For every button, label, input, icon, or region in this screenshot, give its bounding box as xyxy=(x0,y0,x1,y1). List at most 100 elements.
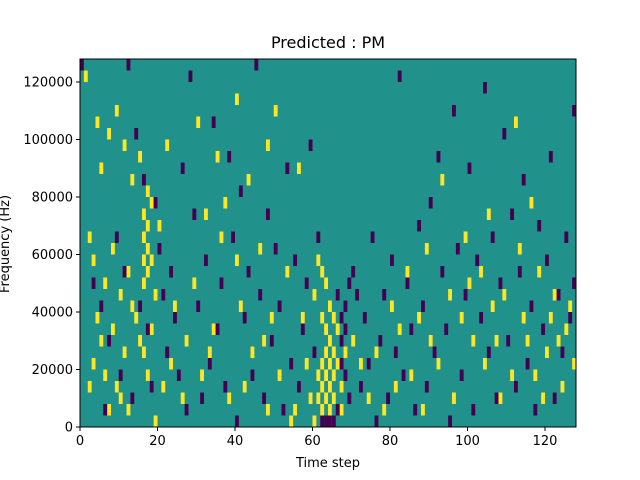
heatmap-cell-low xyxy=(107,335,112,347)
heatmap-cell-low xyxy=(517,266,522,278)
heatmap-cell-low xyxy=(176,369,181,381)
heatmap-cell-low xyxy=(331,415,336,427)
heatmap-cell-high xyxy=(107,404,112,416)
heatmap-cell-high xyxy=(273,105,278,117)
heatmap-cell-high xyxy=(180,392,185,404)
heatmap-cell-low xyxy=(452,105,456,117)
x-tick-label: 80 xyxy=(382,434,399,449)
heatmap-cell-high xyxy=(107,128,112,140)
heatmap-cell-high xyxy=(285,266,290,278)
heatmap-cell-low xyxy=(486,346,491,358)
heatmap-cell-high xyxy=(320,266,325,278)
heatmap-cell-low xyxy=(316,231,321,243)
heatmap-cell-low xyxy=(421,300,425,312)
heatmap-cell-low xyxy=(428,197,433,209)
heatmap-cell-high xyxy=(223,197,228,209)
heatmap-cell-high xyxy=(145,185,150,197)
y-axis: 0 20000 40000 60000 80000 100000 120000 xyxy=(23,76,80,436)
heatmap-cell-low xyxy=(444,323,449,335)
heatmap-cell-high xyxy=(238,300,243,312)
heatmap-cell-high xyxy=(328,300,332,312)
y-tick-label: 60000 xyxy=(32,248,73,263)
heatmap-cell-high xyxy=(552,289,557,301)
heatmap-cell-low xyxy=(417,220,422,232)
heatmap-cell-high xyxy=(165,139,170,151)
heatmap-cell-low xyxy=(339,335,344,347)
heatmap-cell-high xyxy=(382,404,387,416)
heatmap-cell-low xyxy=(169,266,174,278)
heatmap-cell-low xyxy=(390,254,394,266)
heatmap-cell-low xyxy=(459,369,464,381)
heatmap-cell-low xyxy=(424,381,429,393)
heatmap-cell-high xyxy=(421,404,425,416)
heatmap-cell-high xyxy=(126,404,131,416)
high-cells xyxy=(83,70,577,427)
heatmap-cell-high xyxy=(328,335,332,347)
heatmap-cell-high xyxy=(335,358,340,370)
chart-title: Predicted : PM xyxy=(271,33,385,52)
heatmap-cell-high xyxy=(142,231,146,243)
heatmap-cell-low xyxy=(204,254,208,266)
heatmap-cell-low xyxy=(502,128,507,140)
heatmap-cell-low xyxy=(494,392,499,404)
heatmap-cell-low xyxy=(347,277,352,289)
heatmap-cell-high xyxy=(359,358,363,370)
heatmap-cell-high xyxy=(320,381,325,393)
heatmap-cell-low xyxy=(312,346,317,358)
heatmap-cell-high xyxy=(145,266,150,278)
heatmap-cell-high xyxy=(149,254,154,266)
heatmap-cell-low xyxy=(572,105,577,117)
heatmap-cell-high xyxy=(537,266,542,278)
heatmap-cell-high xyxy=(130,174,135,186)
heatmap-cell-high xyxy=(521,312,526,324)
heatmap-cell-low xyxy=(436,151,441,163)
heatmap-cell-high xyxy=(312,415,317,427)
heatmap-cell-high xyxy=(227,392,232,404)
heatmap-cell-high xyxy=(502,289,507,301)
heatmap-cell-high xyxy=(114,105,119,117)
heatmap-cell-low xyxy=(134,128,139,140)
heatmap-cell-high xyxy=(486,208,491,220)
heatmap-cell-low xyxy=(215,323,220,335)
heatmap-cell-high xyxy=(440,174,445,186)
heatmap-cell-low xyxy=(300,323,305,335)
heatmap-cell-low xyxy=(382,289,387,301)
heatmap-cell-low xyxy=(304,277,309,289)
heatmap-cell-low xyxy=(541,323,546,335)
heatmap-cell-low xyxy=(401,369,406,381)
heatmap-cell-low xyxy=(223,381,228,393)
heatmap-cell-high xyxy=(366,392,371,404)
heatmap-cell-high xyxy=(452,392,456,404)
heatmap-cell-low xyxy=(490,231,495,243)
heatmap-cell-low xyxy=(246,266,251,278)
heatmap-cell-low xyxy=(320,415,325,427)
heatmap-cell-high xyxy=(320,358,325,370)
heatmap-cell-low xyxy=(529,300,534,312)
heatmap-cell-low xyxy=(324,415,329,427)
heatmap-cell-high xyxy=(541,392,546,404)
x-axis-label: Time step xyxy=(295,456,360,471)
heatmap-cell-high xyxy=(99,335,104,347)
plot-frame xyxy=(79,58,577,428)
heatmap-cell-low xyxy=(269,335,274,347)
heatmap-cell-high xyxy=(324,323,329,335)
heatmap-cell-low xyxy=(258,289,263,301)
heatmap-cell-high xyxy=(235,93,239,105)
heatmap-cell-high xyxy=(103,369,108,381)
heatmap-cell-low xyxy=(196,300,201,312)
low-cells xyxy=(80,59,577,427)
heatmap-cell-high xyxy=(153,289,158,301)
heatmap-cell-high xyxy=(331,392,336,404)
heatmap-cell-high xyxy=(169,358,174,370)
heatmap-cell-low xyxy=(386,392,391,404)
heatmap-cell-high xyxy=(351,335,356,347)
heatmap-cell-low xyxy=(537,220,542,232)
heatmap-cell-high xyxy=(138,151,143,163)
heatmap-cell-low xyxy=(362,312,367,324)
heatmap-cell-high xyxy=(87,231,92,243)
heatmap-cell-low xyxy=(308,139,313,151)
heatmap-cell-high xyxy=(235,254,239,266)
heatmap-cell-high xyxy=(374,346,379,358)
heatmap-cell-low xyxy=(521,174,526,186)
